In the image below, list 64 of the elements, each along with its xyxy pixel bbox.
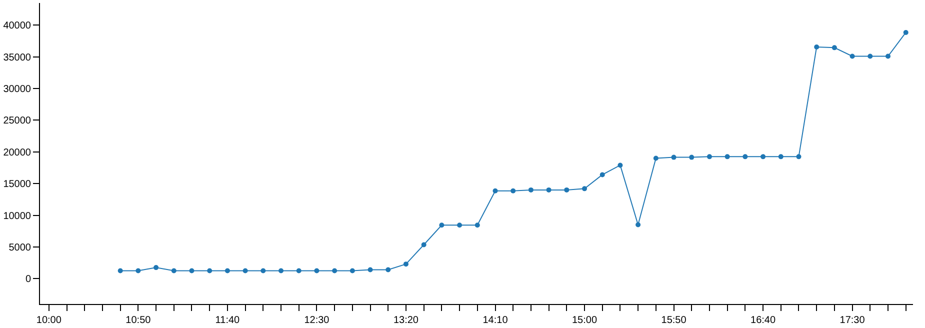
x-tick-label: 17:30 bbox=[840, 315, 866, 326]
point bbox=[224, 268, 230, 274]
point bbox=[457, 222, 462, 228]
point bbox=[189, 268, 194, 274]
point bbox=[403, 262, 408, 267]
y-tick-label: 5000 bbox=[8, 242, 32, 254]
x-tick-label: 12:30 bbox=[304, 315, 330, 326]
x-tick-label: 13:20 bbox=[393, 315, 419, 326]
point bbox=[742, 154, 748, 160]
point bbox=[474, 222, 480, 228]
point bbox=[886, 54, 890, 59]
point bbox=[154, 265, 159, 270]
point bbox=[796, 154, 802, 160]
y-tick-label: 40000 bbox=[3, 20, 32, 32]
point bbox=[314, 268, 320, 274]
point bbox=[546, 187, 552, 192]
point bbox=[706, 154, 712, 160]
point bbox=[724, 154, 730, 160]
point bbox=[332, 268, 338, 274]
point bbox=[760, 154, 766, 160]
point bbox=[171, 268, 176, 274]
point bbox=[564, 187, 570, 192]
point bbox=[421, 242, 426, 248]
point bbox=[582, 186, 588, 192]
point bbox=[260, 268, 266, 274]
point bbox=[439, 222, 444, 228]
point bbox=[671, 154, 676, 160]
point bbox=[814, 44, 820, 50]
point bbox=[350, 268, 355, 274]
point bbox=[296, 268, 302, 274]
point bbox=[636, 222, 641, 228]
point bbox=[778, 154, 784, 160]
x-tick-label: 10:50 bbox=[126, 315, 152, 326]
x-tick-label: 16:40 bbox=[750, 315, 776, 326]
y-tick-label: 0 bbox=[25, 274, 32, 286]
y-tick-label: 15000 bbox=[3, 179, 32, 190]
y-tick-label: 35000 bbox=[3, 52, 32, 64]
y-tick-label: 10000 bbox=[3, 210, 32, 222]
point bbox=[386, 267, 391, 272]
point bbox=[903, 30, 908, 35]
point bbox=[242, 268, 248, 274]
point bbox=[653, 156, 658, 161]
point bbox=[510, 188, 516, 194]
point bbox=[278, 268, 284, 274]
point bbox=[528, 187, 534, 192]
x-tick-label: 15:00 bbox=[572, 315, 598, 326]
point bbox=[492, 188, 498, 194]
x-tick-label: 14:10 bbox=[482, 315, 508, 326]
point bbox=[832, 45, 837, 50]
x-tick-label: 10:00 bbox=[36, 315, 62, 326]
x-tick-label: 11:40 bbox=[215, 315, 240, 326]
y-tick-label: 25000 bbox=[3, 116, 32, 127]
point bbox=[850, 54, 855, 59]
x-tick-label: 15:50 bbox=[661, 315, 687, 326]
point bbox=[207, 268, 212, 274]
point bbox=[618, 162, 623, 168]
point bbox=[600, 172, 605, 178]
point bbox=[136, 268, 141, 274]
point bbox=[118, 268, 123, 274]
y-tick-label: 20000 bbox=[3, 147, 32, 158]
y-tick-label: 30000 bbox=[3, 84, 32, 96]
point bbox=[689, 154, 694, 160]
point bbox=[868, 54, 873, 59]
point bbox=[368, 267, 373, 272]
